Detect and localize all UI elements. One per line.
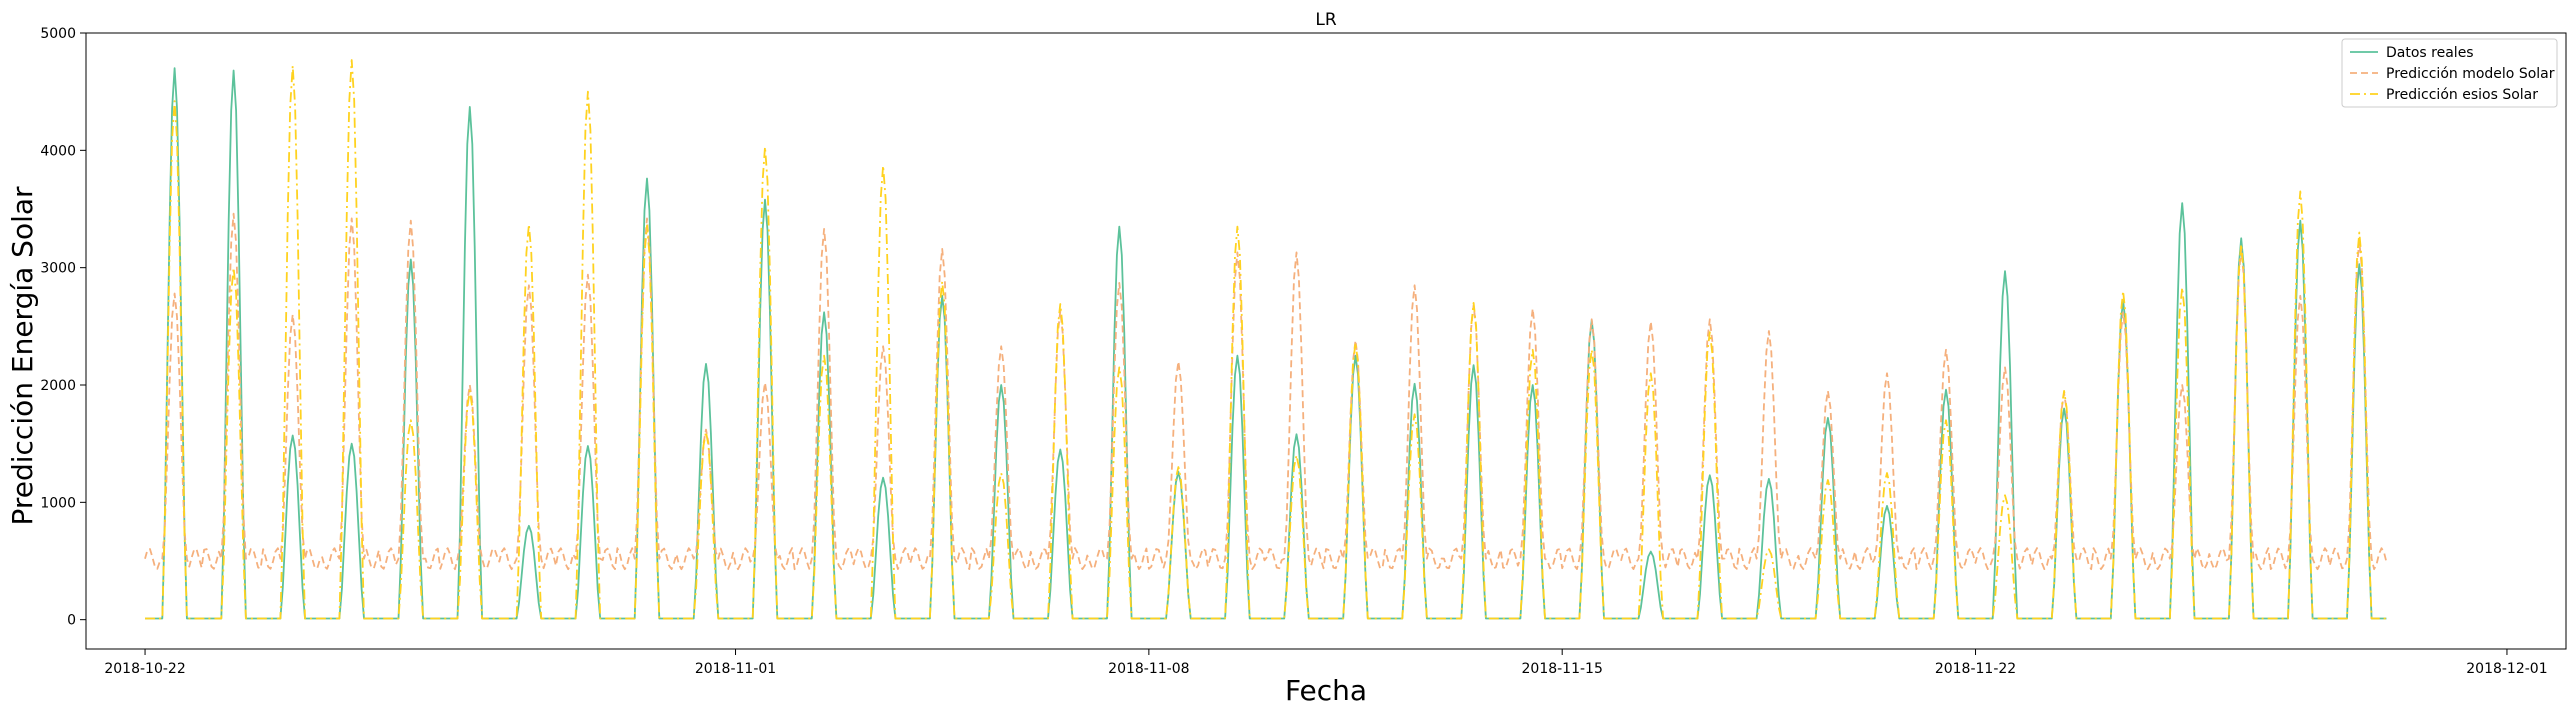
y-tick-label: 1000: [40, 495, 76, 511]
legend-label-2: Predicción modelo Solar: [2386, 66, 2555, 82]
axes: 0 1000 2000 3000 4000 5000 2018-10-22 2018-11-0…: [40, 26, 2567, 677]
y-tick-label: 2000: [40, 378, 76, 394]
x-tick-label: 2018-11-22: [1935, 661, 2016, 677]
y-tick-label: 4000: [40, 143, 76, 159]
chart-title: LR: [1315, 10, 1336, 30]
x-axis-label: Fecha: [1285, 674, 1367, 707]
legend: Datos reales Predicción modelo Solar Predi…: [2341, 38, 2558, 108]
legend-box: [2341, 38, 2558, 108]
y-tick-label: 3000: [40, 261, 76, 277]
plot-area: [144, 59, 2388, 620]
series-line-3: [145, 59, 2387, 620]
legend-label-1: Datos reales: [2386, 45, 2474, 61]
x-tick-label: 2018-11-08: [1108, 661, 1189, 677]
x-tick-label: 2018-10-22: [104, 661, 185, 677]
x-tick-label: 2018-11-15: [1522, 661, 1603, 677]
x-tick-label: 2018-11-01: [695, 661, 776, 677]
series-line-2: [144, 212, 2388, 571]
y-tick-label: 0: [67, 613, 76, 629]
y-axis-label: Predicción Energía Solar: [6, 186, 39, 526]
legend-label-3: Predicción esios Solar: [2386, 87, 2538, 103]
x-tick-label: 2018-12-01: [2466, 661, 2547, 677]
plot-frame: [85, 32, 2567, 650]
y-tick-label: 5000: [40, 26, 76, 42]
